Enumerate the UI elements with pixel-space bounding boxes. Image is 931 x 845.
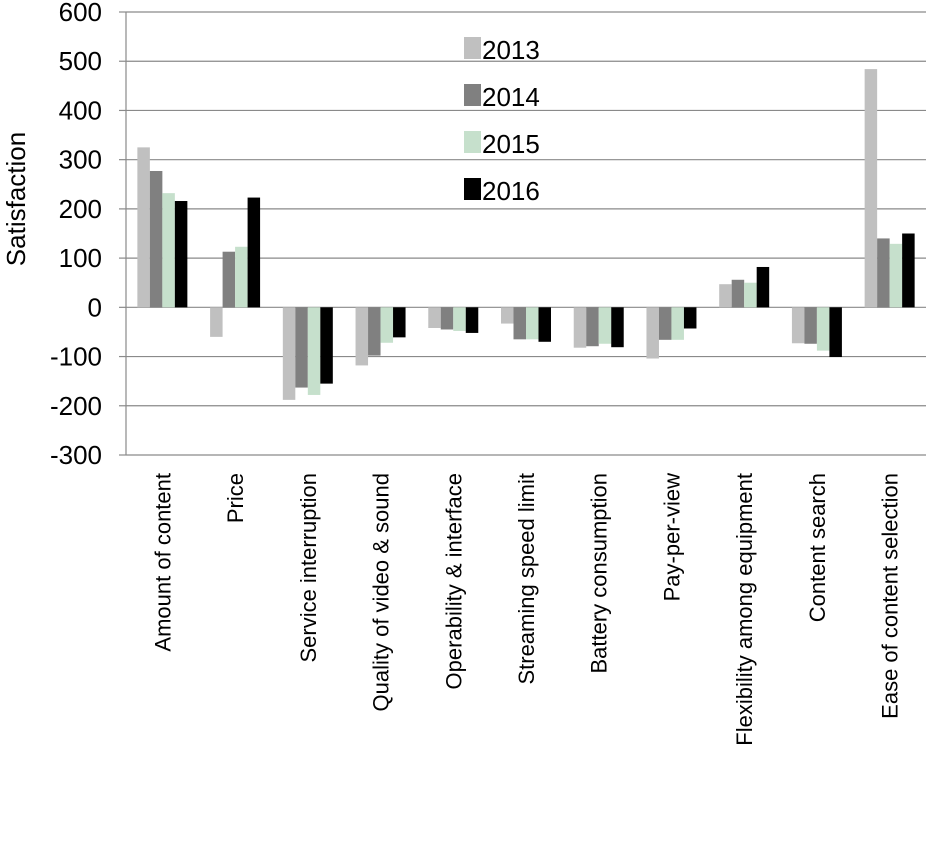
x-tick-label: Battery consumption: [587, 473, 612, 674]
bar-2015-1: [235, 246, 248, 308]
legend-label: 2013: [482, 35, 540, 65]
bar-2013-9: [791, 307, 805, 344]
bar-2016-4: [465, 307, 479, 333]
legend-swatch-2015: [464, 131, 481, 153]
x-tick-label: Quality of video & sound: [369, 473, 394, 711]
bar-2015-2: [307, 307, 321, 395]
y-tick-label: 100: [59, 243, 102, 273]
x-tick-label: Price: [223, 473, 248, 523]
bar-2014-6: [586, 307, 599, 347]
bar-2013-5: [501, 307, 514, 324]
bar-2014-2: [295, 307, 308, 388]
bar-2014-5: [513, 307, 526, 340]
x-tick-label: Service interruption: [296, 473, 321, 663]
y-tick-label: 200: [59, 194, 102, 224]
y-tick-label: -200: [50, 391, 102, 421]
bar-2015-5: [526, 307, 539, 340]
x-tick-label: Flexibility among equipment: [732, 473, 757, 746]
bar-2016-5: [538, 307, 551, 342]
bar-2016-9: [829, 307, 842, 358]
y-tick-labels: 600 500 400 300 200 100 0 -100 -200 -300: [50, 0, 102, 470]
legend-label: 2016: [482, 176, 540, 206]
bar-2013-10: [864, 69, 878, 308]
bar-2013-3: [355, 307, 369, 366]
legend-label: 2015: [482, 129, 540, 159]
gridlines: [126, 11, 926, 456]
bar-2015-10: [889, 243, 903, 308]
bar-2016-8: [756, 266, 770, 308]
y-tick-label: 400: [59, 95, 102, 125]
bar-2016-3: [393, 307, 406, 338]
legend-swatch-2016: [464, 178, 481, 200]
legend-swatch-2013: [464, 37, 481, 59]
bar-2013-1: [210, 307, 223, 337]
legend-label: 2014: [482, 82, 540, 112]
bar-2013-2: [282, 307, 296, 400]
bar-2015-7: [671, 307, 684, 340]
bar-2013-6: [573, 307, 587, 348]
y-tick-label: 500: [59, 46, 102, 76]
bar-2015-8: [744, 282, 757, 308]
x-tick-label: Streaming speed limit: [514, 473, 539, 685]
legend-swatch-2014: [464, 84, 481, 106]
bar-2014-8: [731, 279, 745, 308]
y-tick-label: 600: [59, 0, 102, 27]
x-tick-label: Ease of content selection: [878, 473, 903, 719]
bar-2015-4: [453, 307, 466, 331]
bar-2016-1: [247, 197, 261, 308]
bar-2013-0: [137, 147, 150, 308]
bar-2016-0: [174, 201, 188, 308]
x-tick-label: Pay-per-view: [659, 473, 684, 601]
x-tick-label: Operability & interface: [441, 473, 466, 689]
bar-2014-3: [368, 307, 381, 356]
bar-2015-3: [380, 307, 394, 343]
x-tick-label: Amount of content: [150, 473, 175, 652]
y-tick-label: 0: [88, 292, 102, 322]
bars: [137, 69, 915, 400]
y-axis-label: Satisfaction: [1, 132, 31, 266]
bar-2014-9: [804, 307, 817, 344]
legend: 2013 2014 2015 2016: [464, 35, 540, 206]
bar-2013-4: [428, 307, 441, 329]
bar-2013-8: [719, 284, 732, 308]
bar-2016-7: [683, 307, 697, 329]
y-tick-label: -100: [50, 342, 102, 372]
bar-2014-1: [222, 251, 236, 308]
axes: [119, 11, 127, 456]
bar-2014-0: [149, 170, 163, 308]
bar-2015-0: [162, 193, 175, 308]
bar-2013-7: [646, 307, 659, 359]
bar-2016-10: [902, 233, 915, 308]
x-tick-labels: Amount of content Price Service interrupti…: [150, 473, 902, 746]
bar-2015-9: [816, 307, 830, 351]
y-tick-label: -300: [50, 440, 102, 470]
bar-2016-6: [611, 307, 624, 348]
bar-2014-10: [877, 238, 890, 308]
bar-2014-7: [658, 307, 672, 340]
bar-2014-4: [440, 307, 454, 330]
bar-2016-2: [320, 307, 333, 384]
y-tick-label: 300: [59, 145, 102, 175]
bar-2015-6: [598, 307, 612, 344]
x-tick-label: Content search: [805, 473, 830, 622]
